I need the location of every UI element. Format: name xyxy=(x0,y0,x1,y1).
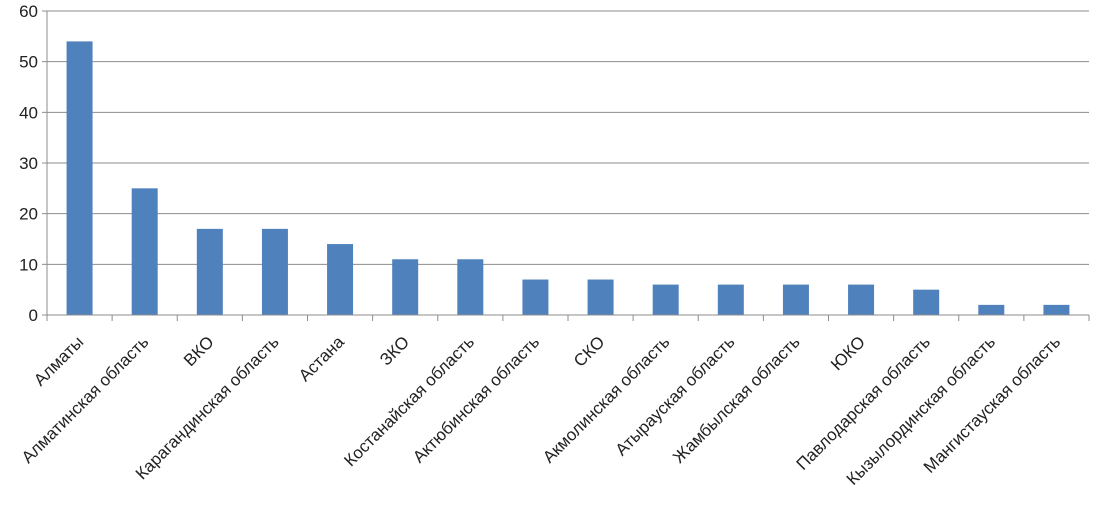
y-tick-label: 30 xyxy=(19,154,38,173)
x-tick-label: ЗКО xyxy=(376,332,413,369)
x-tick-label: Алматы xyxy=(30,332,87,389)
bar xyxy=(327,244,354,315)
x-tick-label: ЮКО xyxy=(827,332,869,374)
bars xyxy=(66,41,1070,316)
bar xyxy=(131,188,158,315)
x-tick-label: Мангистауская область xyxy=(920,332,1064,476)
y-tick-label: 60 xyxy=(19,2,38,21)
bar xyxy=(457,259,484,315)
bar xyxy=(1043,304,1070,315)
gridlines xyxy=(47,10,1089,265)
bar xyxy=(848,284,875,315)
x-tick-label: СКО xyxy=(570,332,608,370)
bar xyxy=(978,304,1005,315)
x-tick-label: Жамбылская область xyxy=(669,332,804,467)
y-tick-label: 50 xyxy=(19,53,38,72)
x-tick-label: Павлодарская область xyxy=(793,332,935,474)
y-axis-ticks: 0 10 20 30 40 50 60 xyxy=(19,2,47,325)
bar xyxy=(66,41,93,316)
bar xyxy=(522,279,549,315)
bar xyxy=(913,289,940,315)
bar xyxy=(196,228,223,315)
x-tick-label: Астана xyxy=(295,332,348,385)
x-tick-label: Костанайская область xyxy=(340,332,478,470)
bar xyxy=(717,284,744,315)
x-tick-label: ВКО xyxy=(180,332,218,370)
bar xyxy=(782,284,809,315)
x-axis xyxy=(46,11,1090,321)
y-tick-label: 20 xyxy=(19,205,38,224)
bar xyxy=(261,228,288,315)
y-tick-label: 0 xyxy=(29,306,38,325)
y-tick-label: 40 xyxy=(19,103,38,122)
x-tick-label: Алматинская область xyxy=(18,332,153,467)
bar xyxy=(652,284,679,315)
x-tick-label: Атырауская область xyxy=(612,332,739,459)
bar xyxy=(392,259,419,315)
x-tick-label: Актюбинская область xyxy=(409,332,543,466)
bar xyxy=(587,279,614,315)
y-tick-label: 10 xyxy=(19,255,38,274)
x-tick-label: Акмолинская область xyxy=(539,332,673,466)
